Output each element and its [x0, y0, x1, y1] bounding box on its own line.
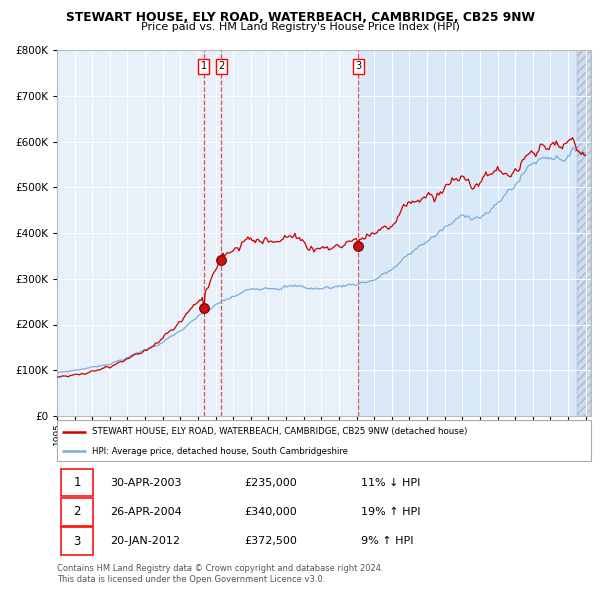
Text: Price paid vs. HM Land Registry's House Price Index (HPI): Price paid vs. HM Land Registry's House … — [140, 22, 460, 32]
Text: £372,500: £372,500 — [244, 536, 297, 546]
Text: Contains HM Land Registry data © Crown copyright and database right 2024.: Contains HM Land Registry data © Crown c… — [57, 564, 383, 573]
Text: 26-APR-2004: 26-APR-2004 — [110, 507, 182, 517]
Text: £340,000: £340,000 — [244, 507, 296, 517]
Text: 3: 3 — [74, 535, 81, 548]
Text: 11% ↓ HPI: 11% ↓ HPI — [361, 477, 421, 487]
FancyBboxPatch shape — [61, 527, 94, 555]
Text: STEWART HOUSE, ELY ROAD, WATERBEACH, CAMBRIDGE, CB25 9NW: STEWART HOUSE, ELY ROAD, WATERBEACH, CAM… — [65, 11, 535, 24]
Text: 1: 1 — [74, 476, 81, 489]
Text: 19% ↑ HPI: 19% ↑ HPI — [361, 507, 421, 517]
Text: 20-JAN-2012: 20-JAN-2012 — [110, 536, 181, 546]
Text: 9% ↑ HPI: 9% ↑ HPI — [361, 536, 414, 546]
Text: This data is licensed under the Open Government Licence v3.0.: This data is licensed under the Open Gov… — [57, 575, 325, 584]
Text: HPI: Average price, detached house, South Cambridgeshire: HPI: Average price, detached house, Sout… — [92, 447, 348, 455]
FancyBboxPatch shape — [57, 420, 591, 461]
Text: STEWART HOUSE, ELY ROAD, WATERBEACH, CAMBRIDGE, CB25 9NW (detached house): STEWART HOUSE, ELY ROAD, WATERBEACH, CAM… — [92, 427, 467, 436]
Text: 30-APR-2003: 30-APR-2003 — [110, 477, 182, 487]
Text: 2: 2 — [218, 61, 224, 71]
Text: £235,000: £235,000 — [244, 477, 296, 487]
Bar — [577, 50, 591, 416]
FancyBboxPatch shape — [61, 469, 94, 496]
Text: 3: 3 — [355, 61, 361, 71]
Text: 2: 2 — [74, 505, 81, 519]
Text: 1: 1 — [201, 61, 207, 71]
Bar — [577, 50, 591, 416]
Bar — [358, 50, 577, 416]
FancyBboxPatch shape — [61, 498, 94, 526]
